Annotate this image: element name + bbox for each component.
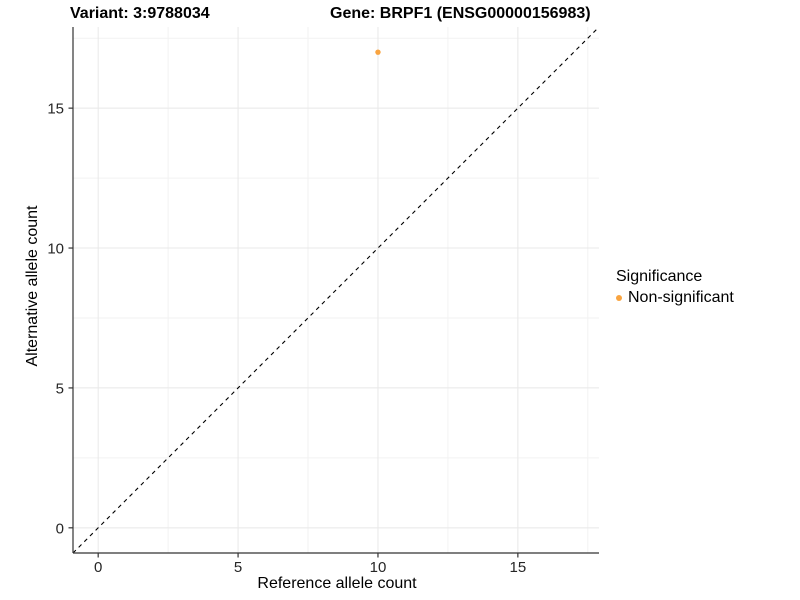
x-tick-label: 15 (510, 559, 527, 576)
x-axis-label: Reference allele count (257, 575, 417, 592)
x-tick-label: 0 (94, 559, 102, 576)
legend-point-icon (616, 295, 622, 301)
legend: Significance Non-significant (616, 267, 734, 307)
y-tick-label: 15 (47, 101, 64, 118)
legend-item-label: Non-significant (628, 289, 734, 306)
y-tick-label: 0 (56, 520, 64, 537)
x-tick-label: 10 (370, 559, 387, 576)
variant-title: Variant: 3:9788034 (70, 5, 210, 22)
y-axis-label: Alternative allele count (24, 205, 41, 367)
identity-dashed-line (72, 26, 600, 554)
data-point (375, 49, 381, 55)
legend-item-non-significant: Non-significant (616, 289, 734, 307)
legend-title: Significance (616, 268, 703, 285)
gene-title: Gene: BRPF1 (ENSG00000156983) (330, 5, 591, 22)
y-tick-label: 10 (47, 241, 64, 258)
x-tick-label: 5 (234, 559, 242, 576)
y-tick-label: 5 (56, 380, 64, 397)
